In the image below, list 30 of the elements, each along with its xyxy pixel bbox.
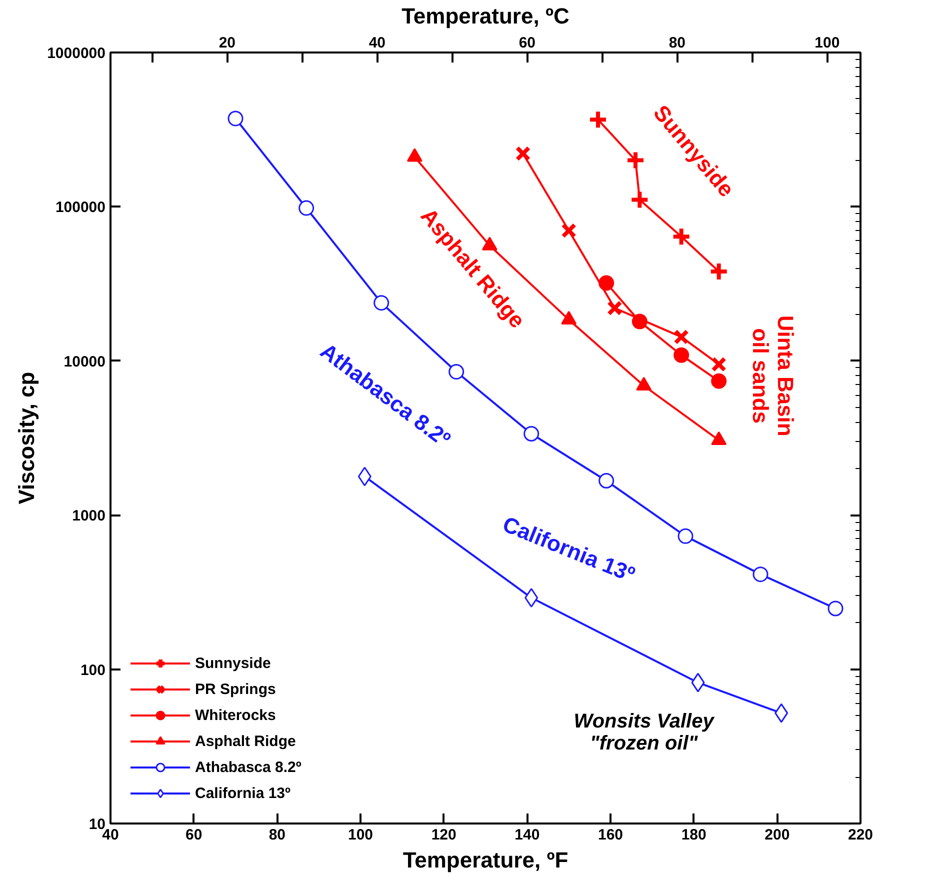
legend-label: Whiterocks bbox=[195, 706, 276, 724]
x2-tick-label: 40 bbox=[368, 34, 386, 52]
y-tick-label: 100000 bbox=[55, 199, 106, 216]
legend-label: Athabasca 8.2º bbox=[195, 758, 302, 776]
y-tick-label: 10000 bbox=[64, 353, 106, 370]
legend-label: California 13º bbox=[195, 784, 291, 802]
x-axis-title: Temperature, ºF bbox=[402, 848, 568, 872]
y-tick-label: 100 bbox=[80, 662, 106, 679]
legend-label: Sunnyside bbox=[195, 654, 271, 672]
y-tick-label: 1000000 bbox=[47, 45, 106, 62]
x-tick-label: 60 bbox=[185, 826, 202, 844]
x-tick-label: 120 bbox=[431, 826, 456, 844]
x-tick-label: 80 bbox=[268, 826, 286, 844]
x-tick-label: 160 bbox=[598, 826, 624, 844]
y-tick-label: 1000 bbox=[72, 508, 106, 525]
x-tick-label: 180 bbox=[681, 826, 706, 844]
x-tick-label: 220 bbox=[848, 826, 874, 844]
x-tick-label: 140 bbox=[514, 826, 540, 844]
y-axis-title: Viscosity, cp bbox=[14, 372, 40, 504]
legend-label: Asphalt Ridge bbox=[195, 732, 296, 750]
annotation: Uinta Basin oil sands bbox=[748, 315, 798, 436]
x2-tick-label: 60 bbox=[518, 34, 536, 52]
x2-axis-title: Temperature, ºC bbox=[402, 4, 570, 28]
x2-tick-label: 20 bbox=[218, 34, 236, 52]
x-tick-label: 200 bbox=[764, 826, 790, 844]
x2-tick-label: 100 bbox=[814, 34, 840, 52]
legend-label: PR Springs bbox=[195, 680, 276, 698]
x-tick-label: 100 bbox=[348, 826, 374, 844]
annotation: Wonsits Valley "frozen oil" bbox=[574, 710, 715, 754]
x2-tick-label: 80 bbox=[668, 34, 686, 52]
